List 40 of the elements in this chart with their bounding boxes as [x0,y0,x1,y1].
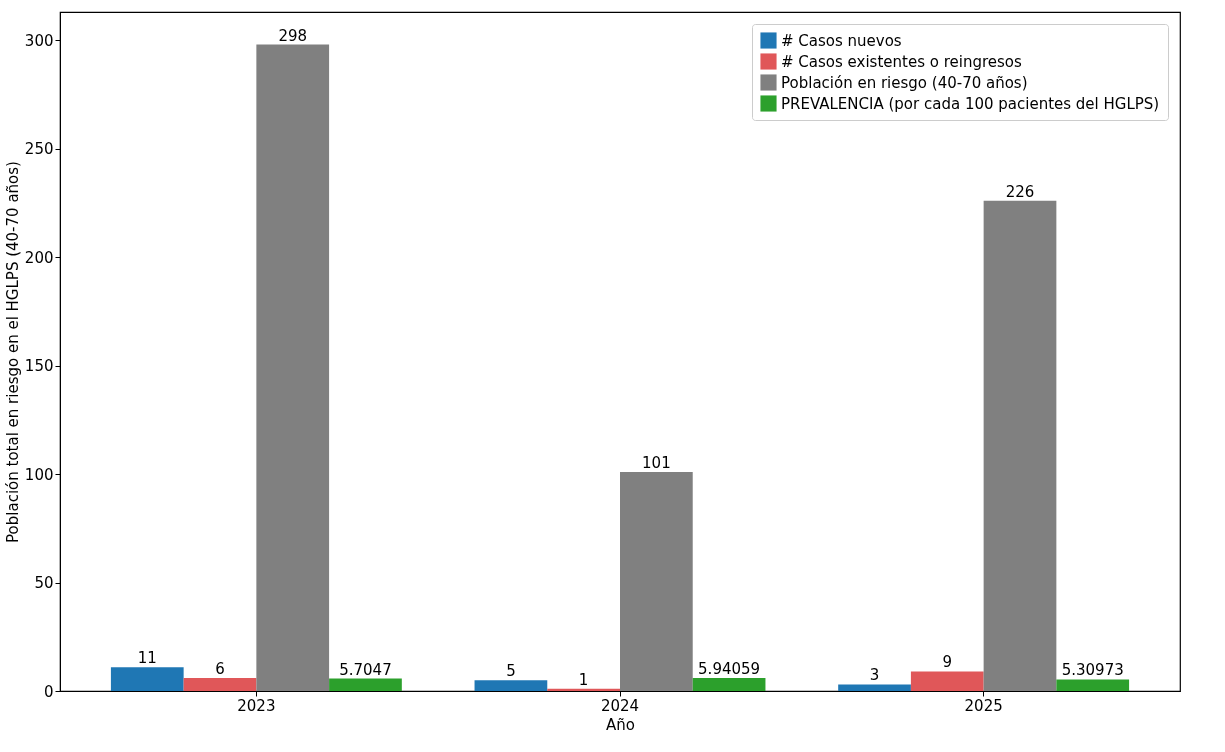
data-label: 298 [278,26,308,45]
data-label: 6 [215,659,225,678]
bar [183,677,257,691]
bar [110,667,184,691]
y-axis-title: Población total en riesgo en el HGLPS (40-70 años) [3,161,22,543]
y-tick-label: 50 [34,574,54,593]
data-label: 226 [1005,182,1035,201]
bar [910,671,984,691]
legend-label: # Casos nuevos [781,31,902,50]
y-tick-label: 300 [24,31,54,50]
data-label: 5.94059 [698,660,761,679]
bar [983,200,1057,691]
data-label: 3 [869,666,880,685]
bar [329,678,402,691]
x-axis-title: Año [606,715,635,734]
y-tick-label: 100 [24,465,54,484]
x-tick-label: 2024 [600,696,640,715]
bar [692,678,766,691]
data-label: 5.7047 [339,660,392,679]
data-label: 5 [506,662,516,681]
data-label: 5.30973 [1061,661,1124,680]
legend-label: # Casos existentes o reingresos [781,52,1022,71]
bar [256,44,330,691]
y-tick-label: 200 [24,248,54,267]
x-tick-label: 2023 [237,696,276,715]
y-tick-label: 250 [24,140,54,159]
data-label: 11 [137,649,157,668]
y-tick-label: 0 [43,682,54,701]
data-label: 1 [578,670,589,689]
bar [1056,679,1130,691]
bar [547,688,620,691]
legend-label: Población en riesgo (40-70 años) [781,73,1028,92]
bar [620,471,693,691]
bar [838,684,911,691]
y-tick-label: 150 [24,357,54,376]
data-label: 9 [942,653,953,672]
legend-label: PREVALENCIA (por cada 100 pacientes del HGLPS) [781,94,1160,113]
x-tick-label: 2025 [964,696,1003,715]
bar [474,680,548,691]
data-label: 101 [642,453,671,472]
